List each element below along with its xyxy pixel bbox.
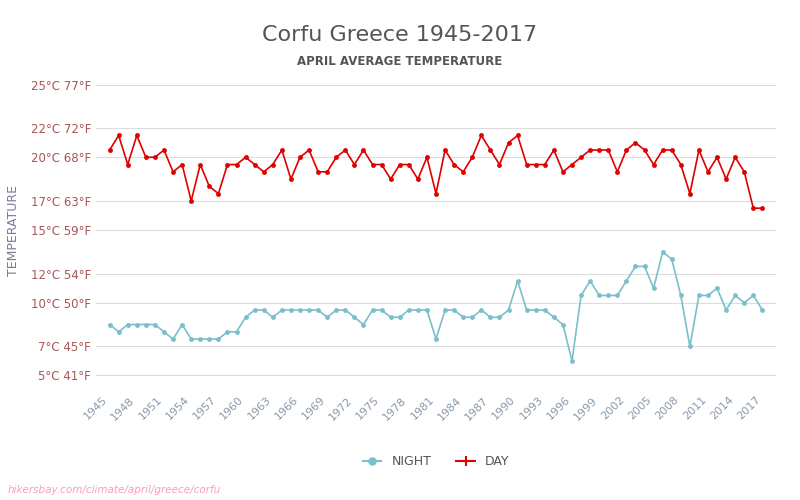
Text: Corfu Greece 1945-2017: Corfu Greece 1945-2017	[262, 25, 538, 45]
Text: APRIL AVERAGE TEMPERATURE: APRIL AVERAGE TEMPERATURE	[298, 55, 502, 68]
Y-axis label: TEMPERATURE: TEMPERATURE	[6, 184, 20, 276]
Text: hikersbay.com/climate/april/greece/corfu: hikersbay.com/climate/april/greece/corfu	[8, 485, 222, 495]
Legend: NIGHT, DAY: NIGHT, DAY	[358, 450, 514, 473]
